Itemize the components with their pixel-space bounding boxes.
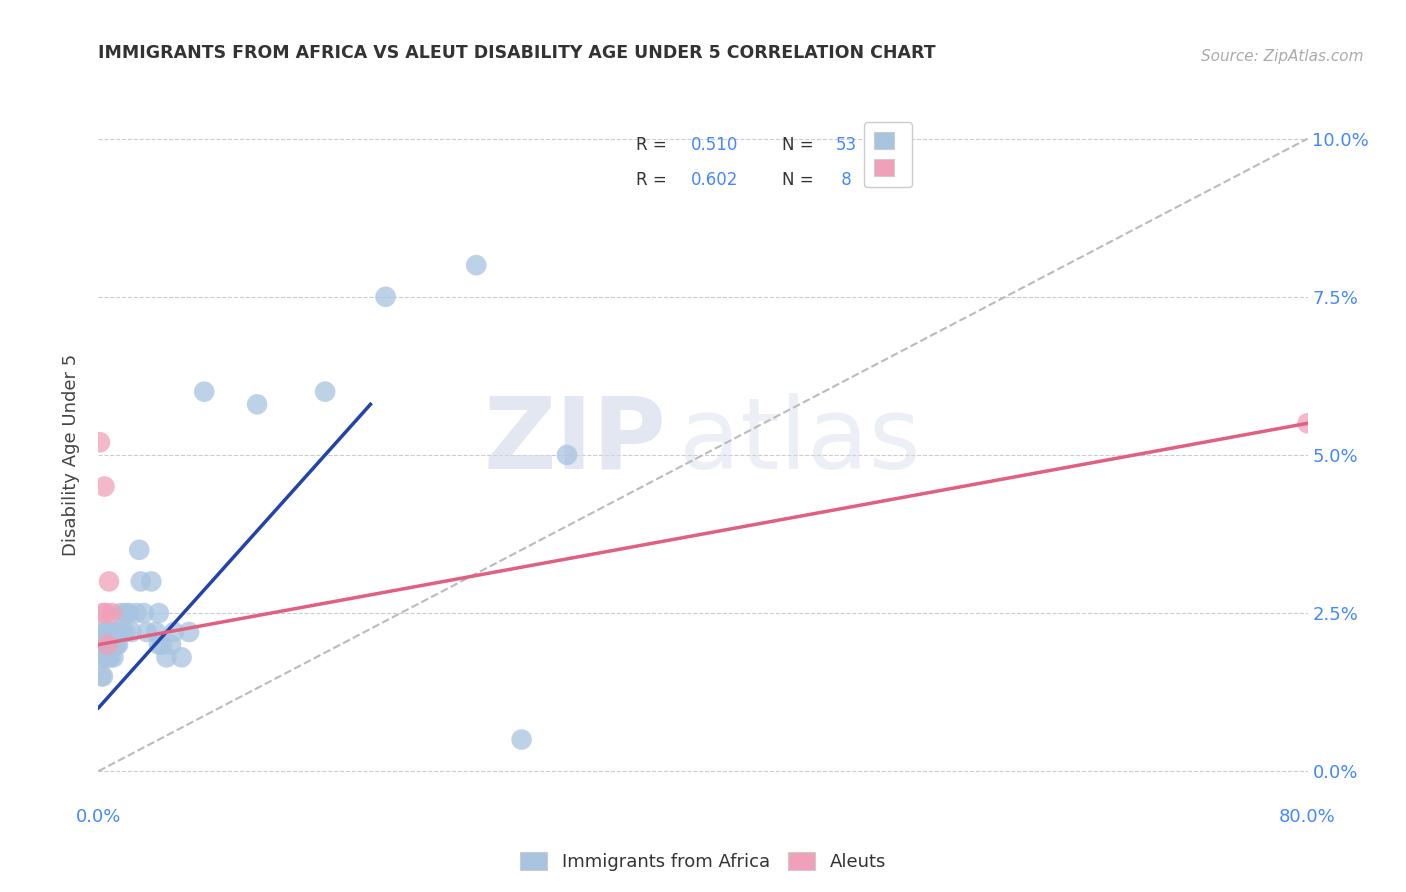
Point xyxy=(100,638,122,652)
Point xyxy=(96,638,118,652)
Legend: , : , xyxy=(863,122,912,187)
Point xyxy=(91,669,114,683)
Point xyxy=(160,638,183,652)
Point xyxy=(145,625,167,640)
Point xyxy=(94,625,117,640)
Point xyxy=(246,397,269,411)
Text: 8: 8 xyxy=(837,171,852,189)
Point xyxy=(114,625,136,640)
Point xyxy=(105,638,128,652)
Point xyxy=(93,479,115,493)
Point xyxy=(128,542,150,557)
Point xyxy=(163,625,186,640)
Point xyxy=(1296,417,1319,431)
Point xyxy=(510,732,533,747)
Point xyxy=(94,650,117,665)
Point xyxy=(94,606,117,620)
Point xyxy=(314,384,336,399)
Text: IMMIGRANTS FROM AFRICA VS ALEUT DISABILITY AGE UNDER 5 CORRELATION CHART: IMMIGRANTS FROM AFRICA VS ALEUT DISABILI… xyxy=(98,45,936,62)
Point xyxy=(103,638,125,652)
Point xyxy=(104,638,127,652)
Point xyxy=(374,290,396,304)
Text: N =: N = xyxy=(782,136,813,154)
Point xyxy=(90,669,112,683)
Point xyxy=(148,606,170,620)
Point xyxy=(121,625,143,640)
Point xyxy=(107,625,129,640)
Point xyxy=(101,606,124,620)
Text: R =: R = xyxy=(637,171,668,189)
Point xyxy=(93,638,115,652)
Point xyxy=(91,606,114,620)
Point xyxy=(118,606,141,620)
Point xyxy=(105,625,128,640)
Point xyxy=(125,606,148,620)
Point xyxy=(555,448,578,462)
Point xyxy=(114,606,136,620)
Point xyxy=(141,574,163,589)
Point xyxy=(96,638,118,652)
Text: 0.602: 0.602 xyxy=(690,171,738,189)
Point xyxy=(132,606,155,620)
Point xyxy=(96,625,118,640)
Point xyxy=(148,638,170,652)
Point xyxy=(155,650,177,665)
Point xyxy=(101,625,124,640)
Point xyxy=(110,606,132,620)
Legend: Immigrants from Africa, Aleuts: Immigrants from Africa, Aleuts xyxy=(513,845,893,879)
Point xyxy=(93,650,115,665)
Point xyxy=(111,625,134,640)
Point xyxy=(465,258,488,272)
Text: Source: ZipAtlas.com: Source: ZipAtlas.com xyxy=(1201,49,1364,64)
Point xyxy=(98,650,121,665)
Point xyxy=(98,638,121,652)
Point xyxy=(179,625,201,640)
Point xyxy=(193,384,215,399)
Point xyxy=(150,638,173,652)
Point xyxy=(91,650,114,665)
Point xyxy=(89,638,111,652)
Point xyxy=(107,638,129,652)
Point xyxy=(135,625,157,640)
Point xyxy=(110,625,132,640)
Point xyxy=(100,650,122,665)
Text: atlas: atlas xyxy=(679,392,921,490)
Point xyxy=(90,625,112,640)
Point xyxy=(170,650,193,665)
Text: N =: N = xyxy=(782,171,813,189)
Point xyxy=(89,435,111,450)
Point xyxy=(129,574,152,589)
Point xyxy=(103,650,125,665)
Text: 53: 53 xyxy=(837,136,858,154)
Text: ZIP: ZIP xyxy=(484,392,666,490)
Y-axis label: Disability Age Under 5: Disability Age Under 5 xyxy=(62,354,80,556)
Point xyxy=(98,574,121,589)
Point xyxy=(101,638,124,652)
Text: R =: R = xyxy=(637,136,668,154)
Text: 0.510: 0.510 xyxy=(690,136,738,154)
